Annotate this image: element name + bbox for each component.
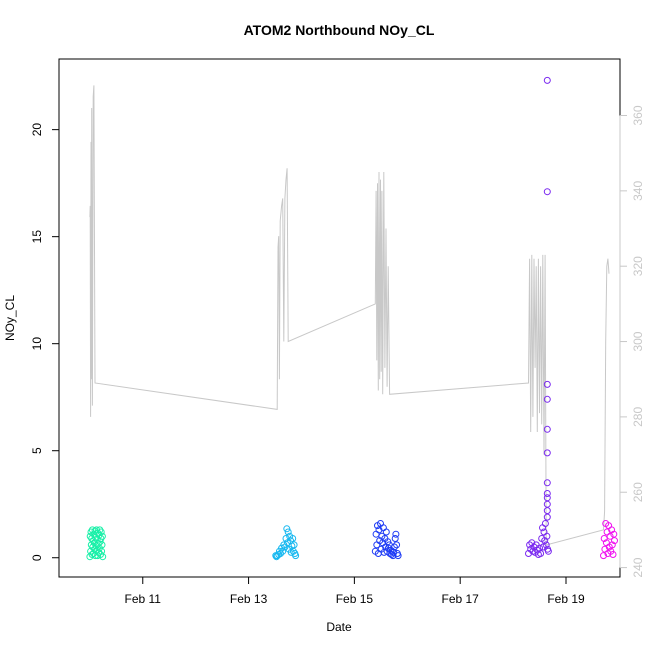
data-point — [390, 543, 398, 551]
data-point — [98, 532, 106, 540]
data-point — [394, 552, 402, 560]
secondary-series-line — [89, 85, 610, 546]
data-point — [528, 539, 536, 547]
series-1 — [86, 526, 107, 561]
data-point — [600, 535, 608, 542]
data-point — [543, 479, 551, 487]
y-axis-label: NOy_CL — [3, 295, 17, 341]
y-tick-label: 0 — [30, 554, 44, 561]
data-point — [543, 449, 551, 457]
data-point — [543, 507, 551, 515]
data-point — [290, 541, 298, 549]
data-point — [99, 553, 107, 561]
y-tick-label: 15 — [30, 230, 44, 244]
data-point — [372, 530, 380, 538]
y2-tick-label: 280 — [631, 407, 645, 427]
data-point — [97, 551, 104, 558]
data-point — [543, 532, 551, 540]
data-point — [537, 550, 545, 557]
data-point — [543, 395, 551, 403]
x-tick-label: Feb 15 — [336, 592, 374, 606]
data-point — [608, 526, 616, 534]
data-point — [543, 188, 551, 196]
x-tick-label: Feb 13 — [230, 592, 268, 606]
data-point — [611, 537, 618, 545]
y2-tick-label: 340 — [631, 181, 645, 201]
x-tick-label: Feb 19 — [547, 592, 585, 606]
y-tick-label: 5 — [30, 447, 44, 454]
x-axis-label: Date — [326, 620, 352, 634]
y2-tick-label: 240 — [631, 557, 645, 577]
data-point — [543, 490, 551, 497]
data-point — [543, 500, 551, 508]
x-tick-label: Feb 17 — [442, 592, 480, 606]
data-point — [389, 552, 397, 560]
data-point — [393, 541, 401, 549]
series-2 — [272, 525, 300, 561]
series-4 — [525, 76, 552, 558]
data-point — [382, 528, 390, 536]
y-tick-label: 10 — [30, 337, 44, 351]
x-axis: Feb 11 Feb 13 Feb 15 Feb 17 Feb 19 — [125, 576, 585, 606]
data-point — [284, 528, 292, 536]
data-point — [279, 547, 287, 555]
y2-tick-label: 260 — [631, 482, 645, 502]
chart-title: ATOM2 Northbound NOy_CL — [244, 22, 435, 38]
data-point — [543, 513, 551, 521]
data-point — [542, 541, 550, 549]
data-point — [392, 530, 400, 538]
data-point — [282, 535, 290, 542]
data-point — [98, 541, 106, 549]
series-5 — [600, 520, 618, 560]
data-point — [391, 535, 399, 542]
data-point — [608, 541, 616, 549]
data-point — [600, 552, 607, 560]
data-point — [292, 552, 300, 560]
data-point — [289, 535, 297, 542]
series-3 — [371, 520, 402, 560]
data-point — [283, 525, 291, 533]
data-point — [543, 76, 551, 84]
data-point — [606, 532, 614, 540]
y2-tick-label: 300 — [631, 331, 645, 351]
y2-tick-label: 360 — [631, 105, 645, 125]
y-axis: 0 5 10 15 20 — [30, 123, 60, 561]
data-point — [541, 520, 549, 527]
data-point — [525, 550, 532, 557]
secondary-y-axis: 240 260 280 300 320 340 360 — [619, 105, 645, 578]
data-point — [609, 551, 617, 558]
x-tick-label: Feb 11 — [125, 592, 162, 606]
data-points-layer — [86, 76, 618, 561]
data-point — [526, 541, 534, 549]
y-tick-label: 20 — [30, 123, 44, 137]
data-point — [541, 537, 549, 545]
data-point — [543, 380, 551, 388]
data-point — [97, 528, 105, 536]
data-point — [375, 526, 383, 534]
data-point — [543, 425, 551, 433]
data-point — [543, 494, 551, 502]
y2-tick-label: 320 — [631, 256, 645, 276]
secondary-line-layer — [89, 85, 610, 546]
data-point — [544, 547, 552, 555]
